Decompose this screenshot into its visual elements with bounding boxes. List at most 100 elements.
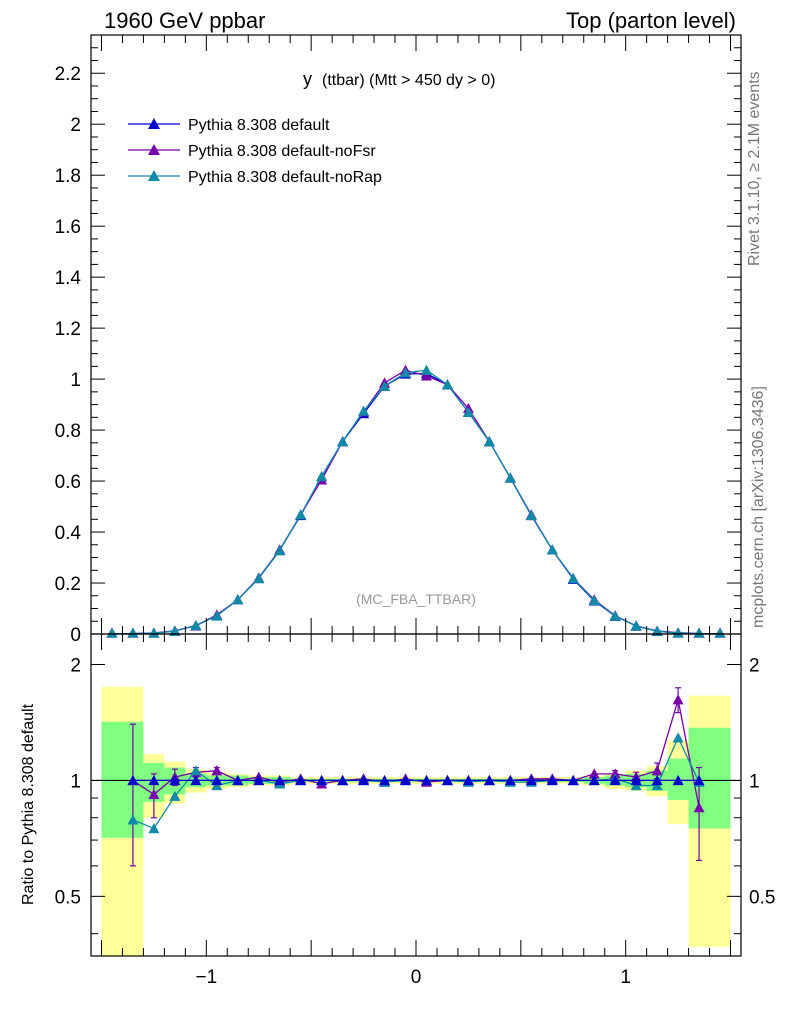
ratio-point (420, 774, 432, 786)
data-point (253, 572, 265, 584)
ratio-y-tick-label-right: 0.5 (749, 887, 775, 908)
ratio-point (672, 694, 684, 705)
plot-title-rest: (ttbar) (Mtt > 450 dy > 0) (322, 72, 495, 89)
ratio-point (630, 780, 642, 791)
data-point (169, 625, 181, 636)
ratio-point (316, 774, 328, 786)
ratio-point (148, 823, 160, 834)
data-point (546, 544, 558, 555)
ratio-y-tick-label-right: 1 (749, 771, 760, 792)
main-series-group (106, 364, 726, 638)
y-tick-label: 1.6 (55, 217, 81, 238)
data-point (274, 545, 286, 556)
data-point (462, 406, 474, 417)
plot-title-main: y (303, 69, 312, 89)
ratio-point (169, 790, 181, 801)
ratio-point (672, 732, 684, 743)
ratio-point (337, 774, 349, 786)
ratio-point (148, 788, 160, 800)
data-point (316, 470, 328, 482)
y-tick-label: 1.4 (55, 268, 82, 289)
ratio-point (358, 774, 370, 786)
ratio-line-0 (132, 699, 700, 808)
band-green-bin (709, 727, 731, 829)
data-point (630, 620, 642, 631)
data-point (400, 367, 412, 378)
ratio-point (504, 774, 516, 786)
ratio-point (462, 774, 474, 786)
data-point (358, 405, 370, 416)
y-tick-label: 0.8 (55, 421, 81, 442)
ratio-point (609, 774, 621, 786)
ratio-point (672, 774, 684, 786)
x-tick-label: −1 (195, 967, 217, 988)
ratio-point (211, 765, 223, 776)
y-tick-label: 0.6 (55, 472, 81, 493)
ratio-point (274, 774, 286, 786)
ratio-point (127, 814, 139, 825)
data-point (483, 436, 495, 447)
y-tick-label: 1.2 (55, 319, 81, 340)
data-point (420, 370, 432, 381)
data-point (714, 627, 726, 638)
ratio-point (169, 774, 181, 786)
ratio-point (546, 774, 558, 786)
rivet-version-label: Rivet 3.1.10, ≥ 2.1M events (746, 71, 763, 266)
ratio-point (190, 774, 202, 786)
ratio-point (295, 774, 307, 786)
axes-group: 0 0.2 0.4 0.6 0.8 1 1.2 1.4 1.6 1.8 2 2.2 −1 0 1 0.5 0.5… (55, 34, 775, 988)
data-point (504, 472, 516, 483)
legend: Pythia 8.308 default Pythia 8.308 defaul… (128, 117, 382, 186)
header-process: Top (parton level) (566, 8, 736, 33)
data-point (379, 380, 391, 391)
data-point (651, 625, 663, 636)
ratio-series-group (127, 687, 705, 867)
ratio-point (379, 774, 391, 786)
legend-label-default: Pythia 8.308 default (188, 117, 330, 134)
data-point (525, 509, 537, 521)
header-energy: 1960 GeV ppbar (104, 8, 266, 33)
ratio-y-tick-label: 0.5 (55, 887, 81, 908)
ratio-point (588, 774, 600, 786)
data-point (148, 627, 160, 638)
ratio-point (525, 774, 537, 786)
y-tick-label: 2 (70, 115, 81, 136)
watermark: (MC_FBA_TTBAR) (356, 591, 476, 607)
data-point (672, 627, 684, 638)
ratio-y-tick-label: 1 (70, 771, 81, 792)
data-point (211, 610, 223, 621)
ratio-point (630, 774, 642, 786)
ratio-point (441, 774, 453, 786)
data-point (337, 436, 349, 447)
ratio-point (232, 774, 244, 786)
ratio-point (127, 774, 139, 786)
x-tick-label: 1 (620, 967, 631, 988)
y-tick-label: 1.8 (55, 166, 81, 187)
data-point (420, 364, 432, 375)
ratio-point (651, 765, 663, 776)
y-tick-label: 0.2 (55, 574, 81, 595)
data-point (295, 509, 307, 520)
data-point (588, 594, 600, 606)
y-tick-label: 0 (70, 625, 81, 646)
legend-label-nofsr: Pythia 8.308 default-noFsr (188, 143, 376, 160)
data-point (609, 610, 621, 621)
ratio-panel-frame (90, 633, 742, 957)
ratio-y-axis-label: Ratio to Pythia 8.308 default (20, 703, 37, 905)
y-tick-label: 2.2 (55, 64, 81, 85)
ratio-point (253, 774, 265, 786)
ratio-point (588, 768, 600, 779)
ratio-point (651, 780, 663, 791)
y-tick-label: 1 (70, 370, 81, 391)
data-point (232, 594, 244, 605)
ratio-point (211, 774, 223, 786)
ratio-point (567, 774, 579, 786)
x-tick-label: 0 (411, 967, 422, 988)
ratio-point (148, 774, 160, 786)
ratio-point (190, 765, 202, 776)
data-point (127, 627, 139, 638)
ratio-point (483, 774, 495, 786)
plot-title: y (ttbar) (Mtt > 450 dy > 0) (303, 69, 495, 89)
ratio-y-tick-label-right: 2 (749, 655, 760, 676)
